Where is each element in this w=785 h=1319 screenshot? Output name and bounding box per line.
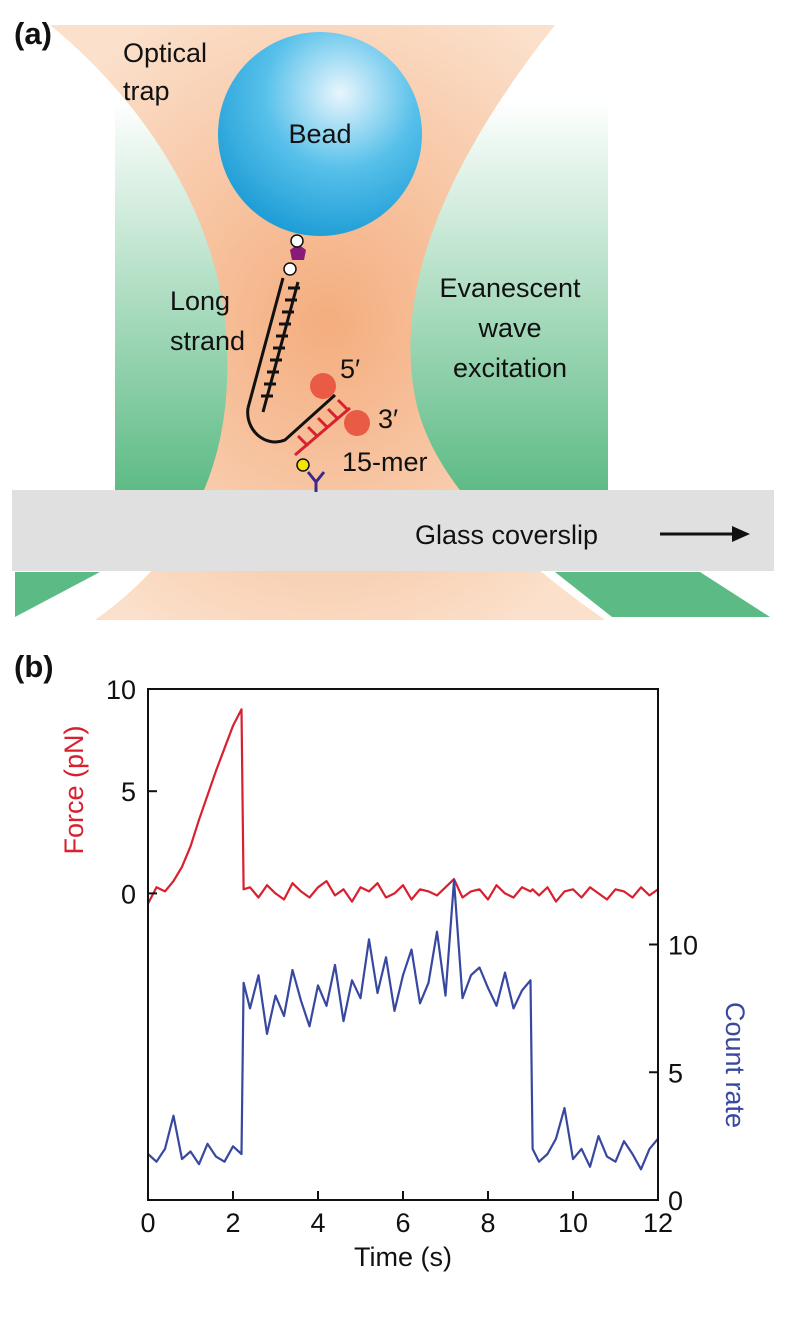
diagram: (a) Optical trap Bead Long strand Evanes… [12, 16, 774, 620]
chart: (b) Time (s) Force (pN) Count rate 0 2 4 6 8… [14, 649, 750, 1272]
label: Long [170, 286, 230, 316]
dye [310, 373, 336, 399]
linker [290, 244, 306, 260]
optical-beam [50, 25, 605, 620]
x-tick-label: 8 [480, 1208, 495, 1238]
biotin [283, 262, 297, 276]
label: strand [170, 326, 245, 356]
x-tick-label: 2 [225, 1208, 240, 1238]
label: Optical [123, 38, 207, 68]
y2-tick-label: 5 [668, 1058, 683, 1088]
panel-label: (a) [14, 16, 52, 51]
label: 15-mer [342, 447, 428, 477]
x-tick-label: 4 [310, 1208, 325, 1238]
plot-frame [147, 688, 659, 1201]
x-tick-label: 0 [140, 1208, 155, 1238]
label: 5′ [340, 354, 360, 384]
data-line [147, 879, 659, 1171]
oligo [294, 398, 351, 457]
label: Bead [288, 119, 351, 149]
coverslip [12, 490, 774, 571]
x-axis-label: Time (s) [354, 1242, 452, 1272]
x-tick-label: 12 [643, 1208, 673, 1238]
green-wedge [555, 572, 770, 617]
y2-tick-label: 0 [668, 1186, 683, 1216]
y2-axis-label: Count rate [720, 1002, 750, 1128]
arrow-head [732, 526, 750, 542]
dye [344, 410, 370, 436]
label: excitation [453, 353, 567, 383]
anchor [296, 458, 310, 472]
label: wave [477, 313, 541, 343]
y-axis-label: Force (pN) [59, 725, 89, 854]
y-tick-label: 10 [106, 675, 136, 705]
panel-label: (b) [14, 649, 54, 684]
label: 3′ [378, 404, 398, 434]
label: Evanescent [439, 273, 581, 303]
x-tick-label: 6 [395, 1208, 410, 1238]
biotin [290, 234, 304, 248]
label: trap [123, 76, 170, 106]
data-line [147, 708, 659, 905]
x-tick-label: 10 [558, 1208, 588, 1238]
y2-tick-label: 10 [668, 931, 698, 961]
label: Glass coverslip [415, 520, 598, 550]
bead [218, 32, 422, 236]
y-tick-label: 5 [121, 777, 136, 807]
green-wedge [15, 572, 100, 617]
antibody [306, 471, 326, 492]
y-tick-label: 0 [121, 879, 136, 909]
long-strand [246, 277, 337, 444]
